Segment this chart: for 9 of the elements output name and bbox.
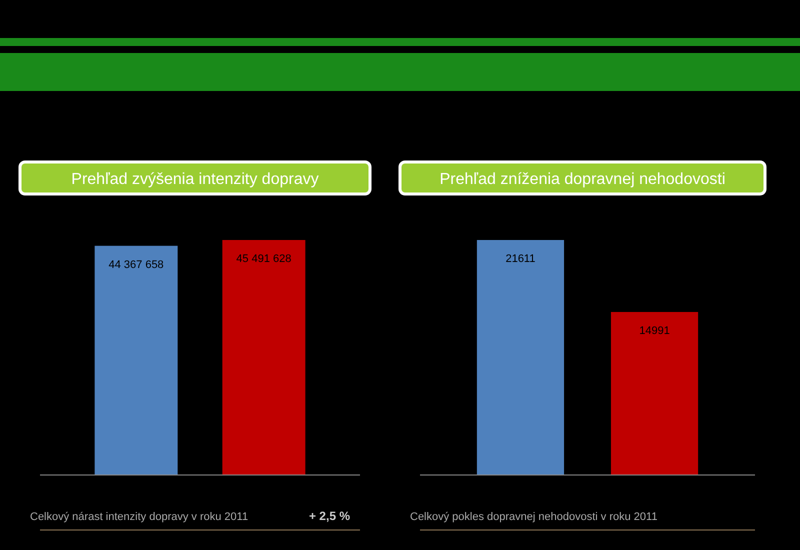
data-label: 45 491 628 — [236, 253, 292, 265]
text: Celkový nárast intenzity dopravy v roku 2011 — [30, 511, 248, 523]
chart-title: Prehľad zvýšenia intenzity dopravy — [71, 171, 319, 188]
data-label: 21611 — [506, 253, 536, 265]
chart-title: Prehľad zníženia dopravnej nehodovosti — [440, 171, 726, 188]
data-label: 44 367 658 — [108, 258, 164, 271]
data-label: 14991 — [639, 324, 670, 337]
text: Celkový pokles dopravnej nehodovosti v roku 2011 — [410, 511, 658, 523]
text: + 2,5 % — [308, 509, 350, 523]
